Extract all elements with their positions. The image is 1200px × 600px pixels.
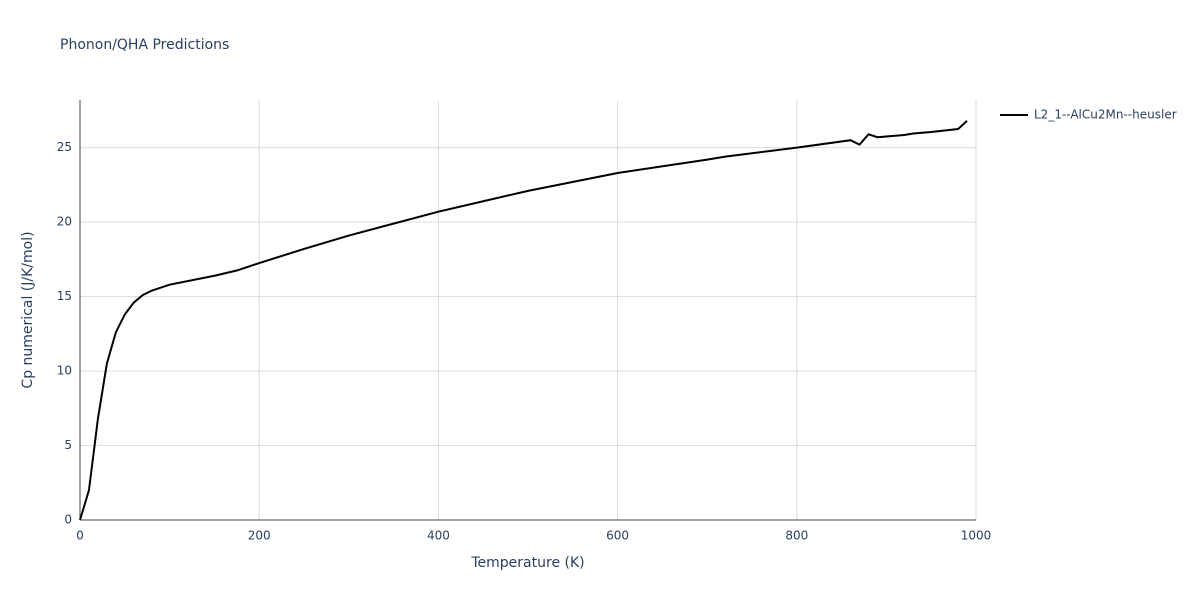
x-axis-label: Temperature (K) [470, 555, 584, 571]
legend-label: L2_1--AlCu2Mn--heusler [1034, 108, 1177, 122]
x-tick-label: 200 [248, 529, 271, 543]
y-tick-label: 20 [57, 215, 72, 229]
x-tick-label: 800 [785, 529, 808, 543]
x-tick-label: 600 [606, 529, 629, 543]
y-axis-label: Cp numerical (J/K/mol) [20, 231, 36, 388]
x-tick-label: 400 [427, 529, 450, 543]
y-tick-label: 0 [64, 513, 72, 527]
y-tick-label: 5 [64, 438, 72, 452]
chart-title: Phonon/QHA Predictions [60, 37, 229, 53]
x-tick-label: 1000 [961, 529, 992, 543]
y-tick-label: 10 [57, 364, 72, 378]
y-tick-label: 25 [57, 140, 72, 154]
y-tick-label: 15 [57, 289, 72, 303]
line-series [79, 120, 968, 521]
x-tick-label: 0 [76, 529, 84, 543]
